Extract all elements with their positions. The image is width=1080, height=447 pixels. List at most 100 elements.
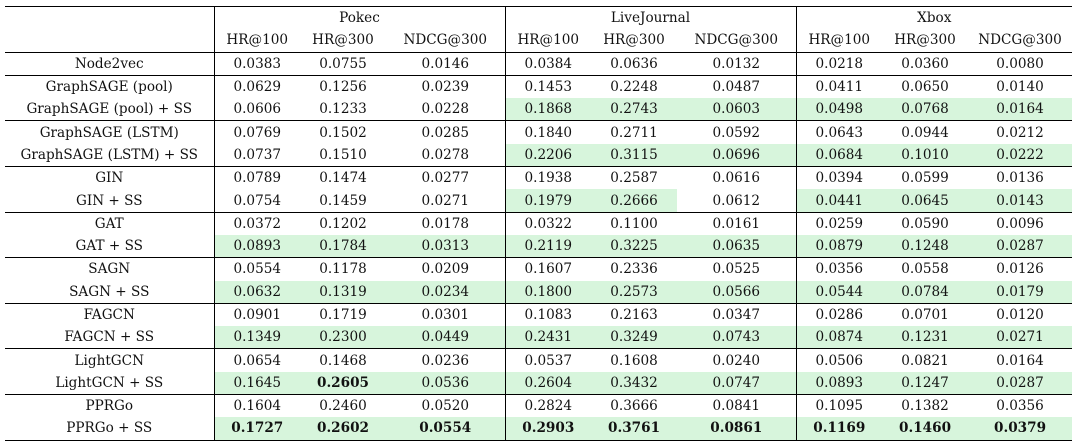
metric-value-cell: 0.2666 [591, 189, 678, 213]
metric-value-cell: 0.0599 [882, 166, 969, 190]
results-body: Node2vec 0.0383 0.0755 0.0146 0.0384 0.0636 0.… [5, 51, 1073, 441]
metric-value-cell: 0.0356 [968, 394, 1073, 418]
metric-value-cell: 0.0696 [677, 143, 797, 167]
metric-value-cell: 0.0590 [882, 211, 969, 235]
table-row: FAGCN 0.0901 0.1719 0.0301 0.1083 0.2163 0.034… [5, 302, 1073, 327]
metric-value-cell: 0.1608 [591, 348, 678, 372]
method-name: GAT + SS [5, 234, 215, 258]
metric-value-cell: 0.0558 [882, 257, 969, 281]
metric-value-cell: 0.0636 [591, 51, 678, 76]
metric-value-cell: 0.2903 [505, 417, 592, 441]
metric-value-cell: 0.2604 [505, 371, 592, 395]
metric-value-cell: 0.0096 [968, 211, 1073, 235]
metric-value-cell: 0.2119 [505, 234, 592, 258]
method-name: GraphSAGE (pool) + SS [5, 98, 215, 121]
table-row: GIN + SS 0.0754 0.1459 0.0271 0.1979 0.2666 0.… [5, 189, 1073, 213]
dataset-header-row: Pokec LiveJournal Xbox [5, 6, 1073, 30]
metric-value-cell: 0.0164 [968, 98, 1073, 121]
metric-value-cell: 0.0080 [968, 51, 1073, 76]
metric-value-cell: 0.0861 [677, 417, 797, 441]
metric-value-cell: 0.1233 [319, 101, 367, 118]
metric-value-cell: 0.2573 [591, 280, 678, 304]
metric-value-cell: 0.1248 [882, 234, 969, 258]
metric-value-cell: 0.2743 [591, 98, 678, 121]
metric-value-cell: 0.1510 [319, 146, 367, 163]
metric-value-cell: 0.0347 [677, 302, 797, 327]
metric-value-cell: 0.0893 [214, 234, 300, 258]
metric-value-cell: 0.0313 [386, 234, 506, 258]
metric-value-cell: 0.1784 [300, 234, 386, 258]
table-row: LightGCN + SS 0.1645 0.2605 0.0536 0.2604 0.3… [5, 371, 1073, 395]
method-name: GAT [5, 211, 215, 235]
metric-header: NDCG@300 [978, 32, 1062, 49]
metric-value-cell: 0.0286 [796, 302, 883, 327]
metric-value-cell: 0.0234 [386, 280, 506, 304]
metric-value-cell: 0.1468 [300, 348, 386, 372]
metric-value-cell: 0.1349 [214, 326, 300, 349]
metric-value-cell: 0.0498 [796, 98, 883, 121]
metric-value-cell: 0.0784 [882, 280, 969, 304]
metric-value-cell: 0.0645 [882, 189, 969, 213]
metric-value-cell: 0.2300 [300, 326, 386, 349]
metric-value-cell: 0.0271 [386, 189, 506, 213]
metric-value-cell: 0.1979 [505, 189, 592, 213]
metric-value-cell: 0.0901 [214, 302, 300, 327]
metric-value-cell: 0.0754 [233, 192, 282, 209]
metric-value-cell: 0.2587 [591, 166, 678, 190]
dataset-header-pokec: Pokec [214, 6, 506, 30]
metric-value-cell: 0.1502 [300, 120, 386, 144]
metric-value-cell: 0.0635 [677, 234, 797, 258]
metric-value-cell: 0.2602 [300, 417, 386, 441]
table-row: SAGN 0.0554 0.1178 0.0209 0.1607 0.2336 0.0525… [5, 257, 1073, 281]
metric-value-cell: 0.1100 [591, 211, 678, 235]
table-row: GraphSAGE (LSTM) + SS 0.0737 0.1510 0.0278 0… [5, 143, 1073, 167]
table-row: GraphSAGE (pool) + SS 0.0606 0.1233 0.0228 0… [5, 98, 1073, 121]
metric-value-cell: 0.2711 [591, 120, 678, 144]
metric-value-cell: 0.1607 [505, 257, 592, 281]
metric-value-cell: 0.0146 [386, 51, 506, 76]
metric-value-cell: 0.0278 [386, 143, 506, 167]
metric-value-cell: 0.0228 [386, 98, 506, 121]
method-name: LightGCN + SS [5, 371, 215, 395]
metric-value-cell: 0.0164 [968, 348, 1073, 372]
metric-value-cell: 0.2206 [505, 143, 592, 167]
metric-value-cell: 0.0616 [677, 166, 797, 190]
metric-value-cell: 0.0301 [386, 302, 506, 327]
method-name: FAGCN [5, 302, 215, 327]
metric-value-cell: 0.0606 [233, 101, 282, 118]
metric-value-cell: 0.0747 [677, 371, 797, 395]
method-name: GIN + SS [5, 189, 215, 213]
metric-value-cell: 0.1202 [300, 211, 386, 235]
metric-value-cell: 0.0525 [677, 257, 797, 281]
metric-value-cell: 0.2248 [591, 74, 678, 99]
dataset-header-xbox: Xbox [796, 6, 1073, 30]
metric-value-cell: 0.1459 [319, 192, 367, 209]
corner-cell-2 [5, 29, 215, 53]
metric-value-cell: 0.1231 [882, 326, 969, 349]
metric-header: NDCG@300 [677, 29, 797, 53]
metric-value-cell: 0.0612 [677, 189, 797, 213]
metric-value-cell: 0.1727 [214, 417, 300, 441]
metric-value-cell: 0.0441 [796, 189, 883, 213]
metric-value-cell: 0.0755 [300, 51, 386, 76]
metric-value-cell: 0.0768 [882, 98, 969, 121]
metric-value-cell: 0.0322 [505, 211, 592, 235]
metric-value-cell: 0.0536 [386, 371, 506, 395]
metric-header: NDCG@300 [386, 29, 506, 53]
metric-value-cell: 0.0222 [968, 143, 1073, 167]
metric-header: HR@300 [603, 32, 665, 49]
table-row: GraphSAGE (pool) 0.0629 0.1256 0.0239 0.1453… [5, 74, 1073, 99]
metric-value-cell: 0.0554 [214, 257, 300, 281]
metric-value-cell: 0.0178 [386, 211, 506, 235]
metric-value-cell: 0.0287 [968, 234, 1073, 258]
metric-value-cell: 0.0394 [796, 166, 883, 190]
metric-value-cell: 0.0737 [233, 146, 282, 163]
metric-value-cell: 0.1840 [505, 120, 592, 144]
metric-value-cell: 0.0821 [882, 348, 969, 372]
metric-value-cell: 0.0372 [214, 211, 300, 235]
method-name: PPRGo [5, 394, 215, 418]
table-row: GraphSAGE (LSTM) 0.0769 0.1502 0.0285 0.1840… [5, 120, 1073, 144]
table-row: PPRGo + SS 0.1727 0.2602 0.0554 0.2903 0.3761… [5, 417, 1073, 441]
table-row: SAGN + SS 0.0632 0.1319 0.0234 0.1800 0.2573 0… [5, 280, 1073, 304]
metric-value-cell: 0.0379 [968, 417, 1073, 441]
